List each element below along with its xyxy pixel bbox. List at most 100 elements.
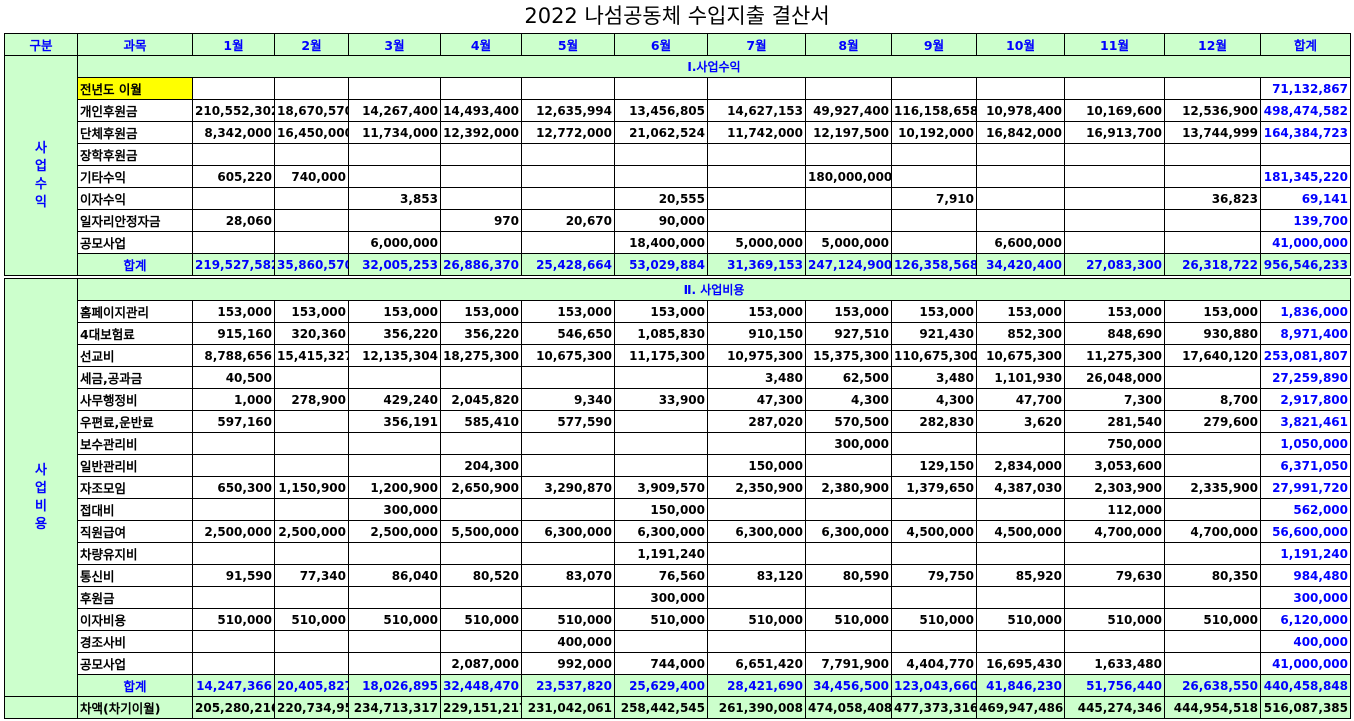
month-cell[interactable] bbox=[707, 630, 806, 653]
sum-cell[interactable]: 26,638,550 bbox=[1164, 674, 1261, 697]
month-cell[interactable]: 3,053,600 bbox=[1064, 454, 1165, 477]
row-label[interactable]: 일반관리비 bbox=[77, 454, 193, 477]
row-label[interactable]: 일자리안정자금 bbox=[77, 209, 193, 232]
sum-cell[interactable]: 51,756,440 bbox=[1064, 674, 1165, 697]
month-cell[interactable]: 150,000 bbox=[707, 454, 806, 477]
month-cell[interactable]: 20,555 bbox=[614, 187, 708, 210]
month-cell[interactable] bbox=[192, 143, 275, 166]
total-cell[interactable]: 6,120,000 bbox=[1260, 608, 1351, 631]
month-cell[interactable] bbox=[1164, 165, 1261, 188]
month-cell[interactable]: 278,900 bbox=[274, 388, 349, 411]
month-cell[interactable] bbox=[805, 77, 892, 100]
sum-cell[interactable]: 34,420,400 bbox=[976, 253, 1065, 276]
month-cell[interactable]: 356,220 bbox=[348, 322, 441, 345]
month-cell[interactable] bbox=[192, 454, 275, 477]
month-cell[interactable] bbox=[891, 77, 977, 100]
sum-cell[interactable]: 247,124,900 bbox=[805, 253, 892, 276]
month-cell[interactable] bbox=[521, 498, 615, 521]
month-cell[interactable]: 510,000 bbox=[192, 608, 275, 631]
column-header[interactable]: 4월 bbox=[440, 33, 522, 56]
month-cell[interactable] bbox=[521, 165, 615, 188]
row-label[interactable]: 기타수익 bbox=[77, 165, 193, 188]
month-cell[interactable]: 90,000 bbox=[614, 209, 708, 232]
month-cell[interactable]: 153,000 bbox=[707, 300, 806, 323]
month-cell[interactable] bbox=[192, 77, 275, 100]
month-cell[interactable]: 10,675,300 bbox=[521, 344, 615, 367]
total-cell[interactable]: 1,836,000 bbox=[1260, 300, 1351, 323]
month-cell[interactable] bbox=[891, 209, 977, 232]
month-cell[interactable]: 429,240 bbox=[348, 388, 441, 411]
month-cell[interactable]: 577,590 bbox=[521, 410, 615, 433]
row-label[interactable]: 직원급여 bbox=[77, 520, 193, 543]
month-cell[interactable]: 18,400,000 bbox=[614, 231, 708, 254]
column-header[interactable]: 구분 bbox=[4, 33, 78, 56]
total-cell[interactable]: 27,991,720 bbox=[1260, 476, 1351, 499]
sum-cell[interactable]: 34,456,500 bbox=[805, 674, 892, 697]
sum-cell[interactable]: 26,318,722 bbox=[1164, 253, 1261, 276]
month-cell[interactable] bbox=[440, 630, 522, 653]
month-cell[interactable] bbox=[976, 209, 1065, 232]
month-cell[interactable] bbox=[274, 410, 349, 433]
row-label[interactable]: 공모사업 bbox=[77, 231, 193, 254]
month-cell[interactable]: 6,651,420 bbox=[707, 652, 806, 675]
row-label[interactable]: 장학후원금 bbox=[77, 143, 193, 166]
month-cell[interactable] bbox=[707, 542, 806, 565]
row-label[interactable]: 단체후원금 bbox=[77, 121, 193, 144]
total-cell[interactable]: 253,081,807 bbox=[1260, 344, 1351, 367]
month-cell[interactable]: 4,300 bbox=[805, 388, 892, 411]
month-cell[interactable]: 180,000,000 bbox=[805, 165, 892, 188]
difference-cell[interactable]: 445,274,346 bbox=[1064, 696, 1165, 719]
month-cell[interactable] bbox=[614, 366, 708, 389]
month-cell[interactable] bbox=[274, 630, 349, 653]
column-header[interactable]: 8월 bbox=[805, 33, 892, 56]
month-cell[interactable]: 80,350 bbox=[1164, 564, 1261, 587]
month-cell[interactable] bbox=[1064, 143, 1165, 166]
month-cell[interactable]: 320,360 bbox=[274, 322, 349, 345]
month-cell[interactable] bbox=[192, 432, 275, 455]
difference-cell[interactable]: 261,390,008 bbox=[707, 696, 806, 719]
total-cell[interactable]: 400,000 bbox=[1260, 630, 1351, 653]
month-cell[interactable] bbox=[1164, 209, 1261, 232]
month-cell[interactable]: 4,300 bbox=[891, 388, 977, 411]
month-cell[interactable]: 15,415,327 bbox=[274, 344, 349, 367]
month-cell[interactable] bbox=[192, 231, 275, 254]
sum-label[interactable]: 합계 bbox=[77, 253, 193, 276]
month-cell[interactable] bbox=[1064, 209, 1165, 232]
month-cell[interactable] bbox=[614, 410, 708, 433]
month-cell[interactable]: 2,335,900 bbox=[1164, 476, 1261, 499]
month-cell[interactable]: 2,045,820 bbox=[440, 388, 522, 411]
month-cell[interactable]: 510,000 bbox=[440, 608, 522, 631]
month-cell[interactable] bbox=[1064, 187, 1165, 210]
month-cell[interactable]: 16,695,430 bbox=[976, 652, 1065, 675]
month-cell[interactable]: 1,150,900 bbox=[274, 476, 349, 499]
month-cell[interactable]: 10,975,300 bbox=[707, 344, 806, 367]
month-cell[interactable]: 546,650 bbox=[521, 322, 615, 345]
month-cell[interactable] bbox=[805, 143, 892, 166]
income-section-title[interactable]: Ⅰ.사업수익 bbox=[77, 55, 1351, 78]
month-cell[interactable] bbox=[1164, 143, 1261, 166]
month-cell[interactable]: 8,788,656 bbox=[192, 344, 275, 367]
difference-cell[interactable]: 444,954,518 bbox=[1164, 696, 1261, 719]
month-cell[interactable]: 2,500,000 bbox=[192, 520, 275, 543]
sum-total-cell[interactable]: 956,546,233 bbox=[1260, 253, 1351, 276]
row-label[interactable]: 통신비 bbox=[77, 564, 193, 587]
month-cell[interactable]: 281,540 bbox=[1064, 410, 1165, 433]
month-cell[interactable]: 153,000 bbox=[1064, 300, 1165, 323]
month-cell[interactable]: 112,000 bbox=[1064, 498, 1165, 521]
month-cell[interactable] bbox=[891, 542, 977, 565]
month-cell[interactable] bbox=[274, 542, 349, 565]
month-cell[interactable]: 848,690 bbox=[1064, 322, 1165, 345]
blank-cell[interactable] bbox=[4, 55, 78, 78]
month-cell[interactable] bbox=[274, 187, 349, 210]
month-cell[interactable]: 79,630 bbox=[1064, 564, 1165, 587]
month-cell[interactable]: 927,510 bbox=[805, 322, 892, 345]
month-cell[interactable]: 287,020 bbox=[707, 410, 806, 433]
month-cell[interactable] bbox=[1064, 165, 1165, 188]
row-label[interactable]: 전년도 이월 bbox=[77, 77, 193, 100]
total-cell[interactable] bbox=[1260, 143, 1351, 166]
month-cell[interactable]: 11,734,000 bbox=[348, 121, 441, 144]
month-cell[interactable]: 10,192,000 bbox=[891, 121, 977, 144]
month-cell[interactable] bbox=[192, 498, 275, 521]
month-cell[interactable]: 153,000 bbox=[521, 300, 615, 323]
month-cell[interactable]: 6,600,000 bbox=[976, 231, 1065, 254]
